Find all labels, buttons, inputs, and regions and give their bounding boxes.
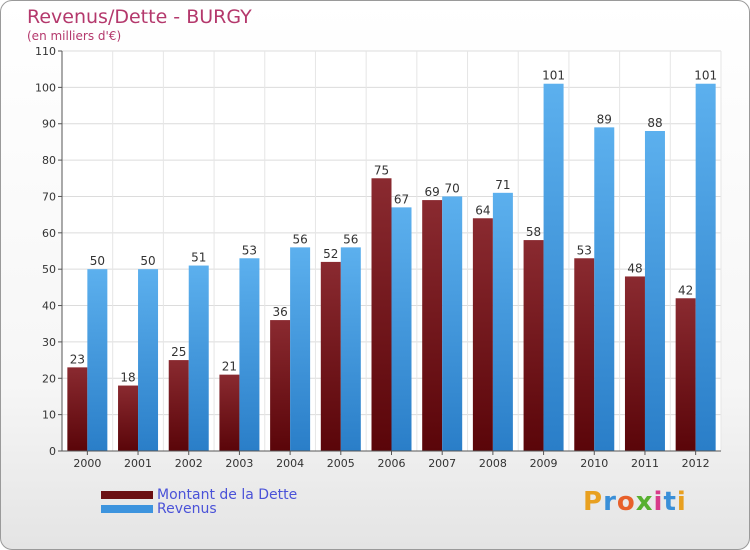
legend-label-revenus: Revenus xyxy=(157,501,217,517)
y-tick-label-10: 10 xyxy=(42,409,56,422)
data-label-revenus-2009: 101 xyxy=(542,69,565,83)
data-label-dette-2004: 36 xyxy=(272,305,287,319)
bar-dette-2012 xyxy=(675,298,696,451)
data-label-dette-2011: 48 xyxy=(627,261,642,275)
bar-revenus-2007 xyxy=(442,196,463,451)
x-tick-label-2008: 2008 xyxy=(479,457,507,470)
data-label-dette-2000: 23 xyxy=(70,352,85,366)
bar-revenus-2012 xyxy=(695,83,716,452)
x-tick-label-2005: 2005 xyxy=(327,457,355,470)
x-tick-label-2002: 2002 xyxy=(175,457,203,470)
data-label-dette-2012: 42 xyxy=(678,283,693,297)
data-label-dette-2006: 75 xyxy=(374,163,389,177)
y-tick-label-20: 20 xyxy=(42,372,56,385)
proxiti-logo: Proxiti xyxy=(583,487,687,517)
bar-revenus-2003 xyxy=(239,258,260,451)
y-tick-label-70: 70 xyxy=(42,190,56,203)
bar-dette-2003 xyxy=(219,374,240,451)
data-label-dette-2002: 25 xyxy=(171,345,186,359)
data-label-dette-2007: 69 xyxy=(425,185,440,199)
x-tick-label-2011: 2011 xyxy=(631,457,659,470)
y-tick-label-50: 50 xyxy=(42,263,56,276)
bar-revenus-2005 xyxy=(340,247,361,451)
bar-dette-2010 xyxy=(574,258,595,451)
data-label-revenus-2000: 50 xyxy=(90,254,105,268)
data-label-dette-2005: 52 xyxy=(323,247,338,261)
x-tick-label-2001: 2001 xyxy=(124,457,152,470)
x-tick-label-2006: 2006 xyxy=(378,457,406,470)
legend-swatch-revenus xyxy=(101,505,153,513)
y-tick-label-0: 0 xyxy=(49,445,56,458)
chart-title: Revenus/Dette - BURGY xyxy=(27,6,252,28)
data-label-revenus-2001: 50 xyxy=(140,254,155,268)
data-label-revenus-2006: 67 xyxy=(394,192,409,206)
y-tick-label-60: 60 xyxy=(42,227,56,240)
data-label-revenus-2010: 89 xyxy=(597,112,612,126)
data-label-revenus-2012: 101 xyxy=(694,69,717,83)
bar-revenus-2008 xyxy=(492,192,513,451)
legend-swatch-debt xyxy=(101,491,153,499)
legend-item-debt: Montant de la Dette xyxy=(101,487,297,503)
y-tick-label-110: 110 xyxy=(35,45,56,58)
logo-letter: i xyxy=(653,487,664,517)
logo-letter: i xyxy=(676,487,687,517)
bar-dette-2007 xyxy=(422,200,443,451)
logo-letter: r xyxy=(603,487,617,517)
bar-dette-2009 xyxy=(523,240,544,451)
logo-letter: P xyxy=(583,487,604,517)
bar-revenus-2000 xyxy=(87,269,108,451)
y-tick-label-80: 80 xyxy=(42,154,56,167)
data-label-dette-2003: 21 xyxy=(222,360,237,374)
data-label-revenus-2007: 70 xyxy=(445,181,460,195)
bar-revenus-2006 xyxy=(391,207,412,451)
x-tick-label-2000: 2000 xyxy=(73,457,101,470)
bar-revenus-2001 xyxy=(138,269,159,451)
bar-dette-2000 xyxy=(67,367,88,451)
data-label-dette-2001: 18 xyxy=(120,371,135,385)
logo-letter: o xyxy=(616,487,636,517)
legend-item-revenus: Revenus xyxy=(101,501,217,517)
data-label-revenus-2004: 56 xyxy=(292,232,307,246)
data-label-dette-2010: 53 xyxy=(577,243,592,257)
bar-revenus-2009 xyxy=(543,83,564,452)
x-tick-label-2003: 2003 xyxy=(225,457,253,470)
data-label-dette-2008: 64 xyxy=(475,203,490,217)
y-tick-label-30: 30 xyxy=(42,336,56,349)
bar-dette-2011 xyxy=(624,276,645,451)
y-tick-label-40: 40 xyxy=(42,300,56,313)
bar-revenus-2004 xyxy=(290,247,311,451)
bar-revenus-2011 xyxy=(644,131,665,451)
y-tick-label-100: 100 xyxy=(35,81,56,94)
bar-revenus-2002 xyxy=(188,265,209,451)
chart-subtitle: (en milliers d'€) xyxy=(27,29,122,43)
logo-letter: t xyxy=(663,487,677,517)
x-tick-label-2004: 2004 xyxy=(276,457,304,470)
data-label-revenus-2002: 51 xyxy=(191,251,206,265)
data-label-revenus-2005: 56 xyxy=(343,232,358,246)
bar-dette-2002 xyxy=(168,360,189,451)
data-label-dette-2009: 58 xyxy=(526,225,541,239)
data-label-revenus-2003: 53 xyxy=(242,243,257,257)
bar-revenus-2010 xyxy=(594,127,615,451)
logo-letter: x xyxy=(635,487,654,517)
x-tick-label-2007: 2007 xyxy=(428,457,456,470)
legend-label-debt: Montant de la Dette xyxy=(157,487,298,503)
bar-dette-2008 xyxy=(472,218,493,451)
bar-dette-2006 xyxy=(371,178,392,452)
x-tick-label-2010: 2010 xyxy=(580,457,608,470)
data-label-revenus-2011: 88 xyxy=(647,116,662,130)
data-label-revenus-2008: 71 xyxy=(495,178,510,192)
bar-dette-2004 xyxy=(270,320,291,451)
x-tick-label-2009: 2009 xyxy=(530,457,558,470)
y-tick-label-90: 90 xyxy=(42,118,56,131)
bar-dette-2001 xyxy=(118,385,139,451)
bar-dette-2005 xyxy=(320,261,341,451)
x-tick-label-2012: 2012 xyxy=(682,457,710,470)
